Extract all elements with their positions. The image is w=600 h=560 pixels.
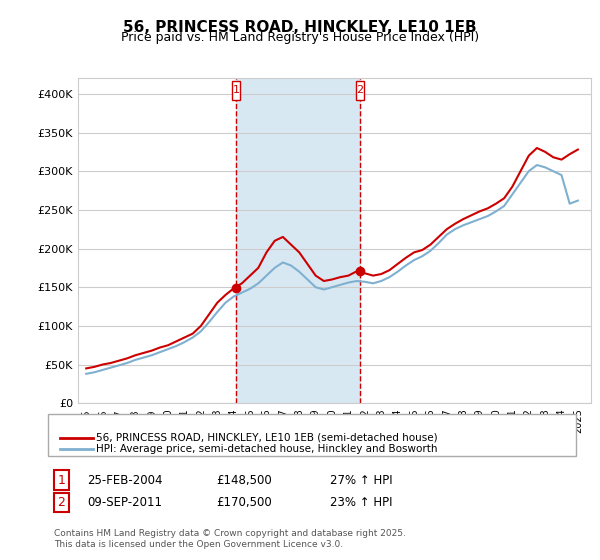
Text: 2: 2 bbox=[356, 85, 364, 95]
Text: 09-SEP-2011: 09-SEP-2011 bbox=[87, 496, 162, 509]
Bar bbox=[236, 78, 360, 403]
Text: Price paid vs. HM Land Registry's House Price Index (HPI): Price paid vs. HM Land Registry's House … bbox=[121, 31, 479, 44]
Text: 2: 2 bbox=[58, 496, 65, 509]
Text: 2: 2 bbox=[356, 88, 364, 98]
Text: 1: 1 bbox=[58, 474, 65, 487]
Text: 1: 1 bbox=[233, 85, 239, 95]
Text: Contains HM Land Registry data © Crown copyright and database right 2025.
This d: Contains HM Land Registry data © Crown c… bbox=[54, 529, 406, 549]
FancyBboxPatch shape bbox=[356, 81, 364, 100]
Text: 23% ↑ HPI: 23% ↑ HPI bbox=[330, 496, 392, 509]
Text: 25-FEB-2004: 25-FEB-2004 bbox=[87, 474, 163, 487]
Text: 1: 1 bbox=[232, 88, 240, 98]
Text: HPI: Average price, semi-detached house, Hinckley and Bosworth: HPI: Average price, semi-detached house,… bbox=[96, 444, 437, 454]
Text: £148,500: £148,500 bbox=[216, 474, 272, 487]
Text: 27% ↑ HPI: 27% ↑ HPI bbox=[330, 474, 392, 487]
FancyBboxPatch shape bbox=[232, 81, 240, 100]
Text: 56, PRINCESS ROAD, HINCKLEY, LE10 1EB (semi-detached house): 56, PRINCESS ROAD, HINCKLEY, LE10 1EB (s… bbox=[96, 433, 437, 443]
Text: £170,500: £170,500 bbox=[216, 496, 272, 509]
Text: 56, PRINCESS ROAD, HINCKLEY, LE10 1EB: 56, PRINCESS ROAD, HINCKLEY, LE10 1EB bbox=[123, 20, 477, 35]
